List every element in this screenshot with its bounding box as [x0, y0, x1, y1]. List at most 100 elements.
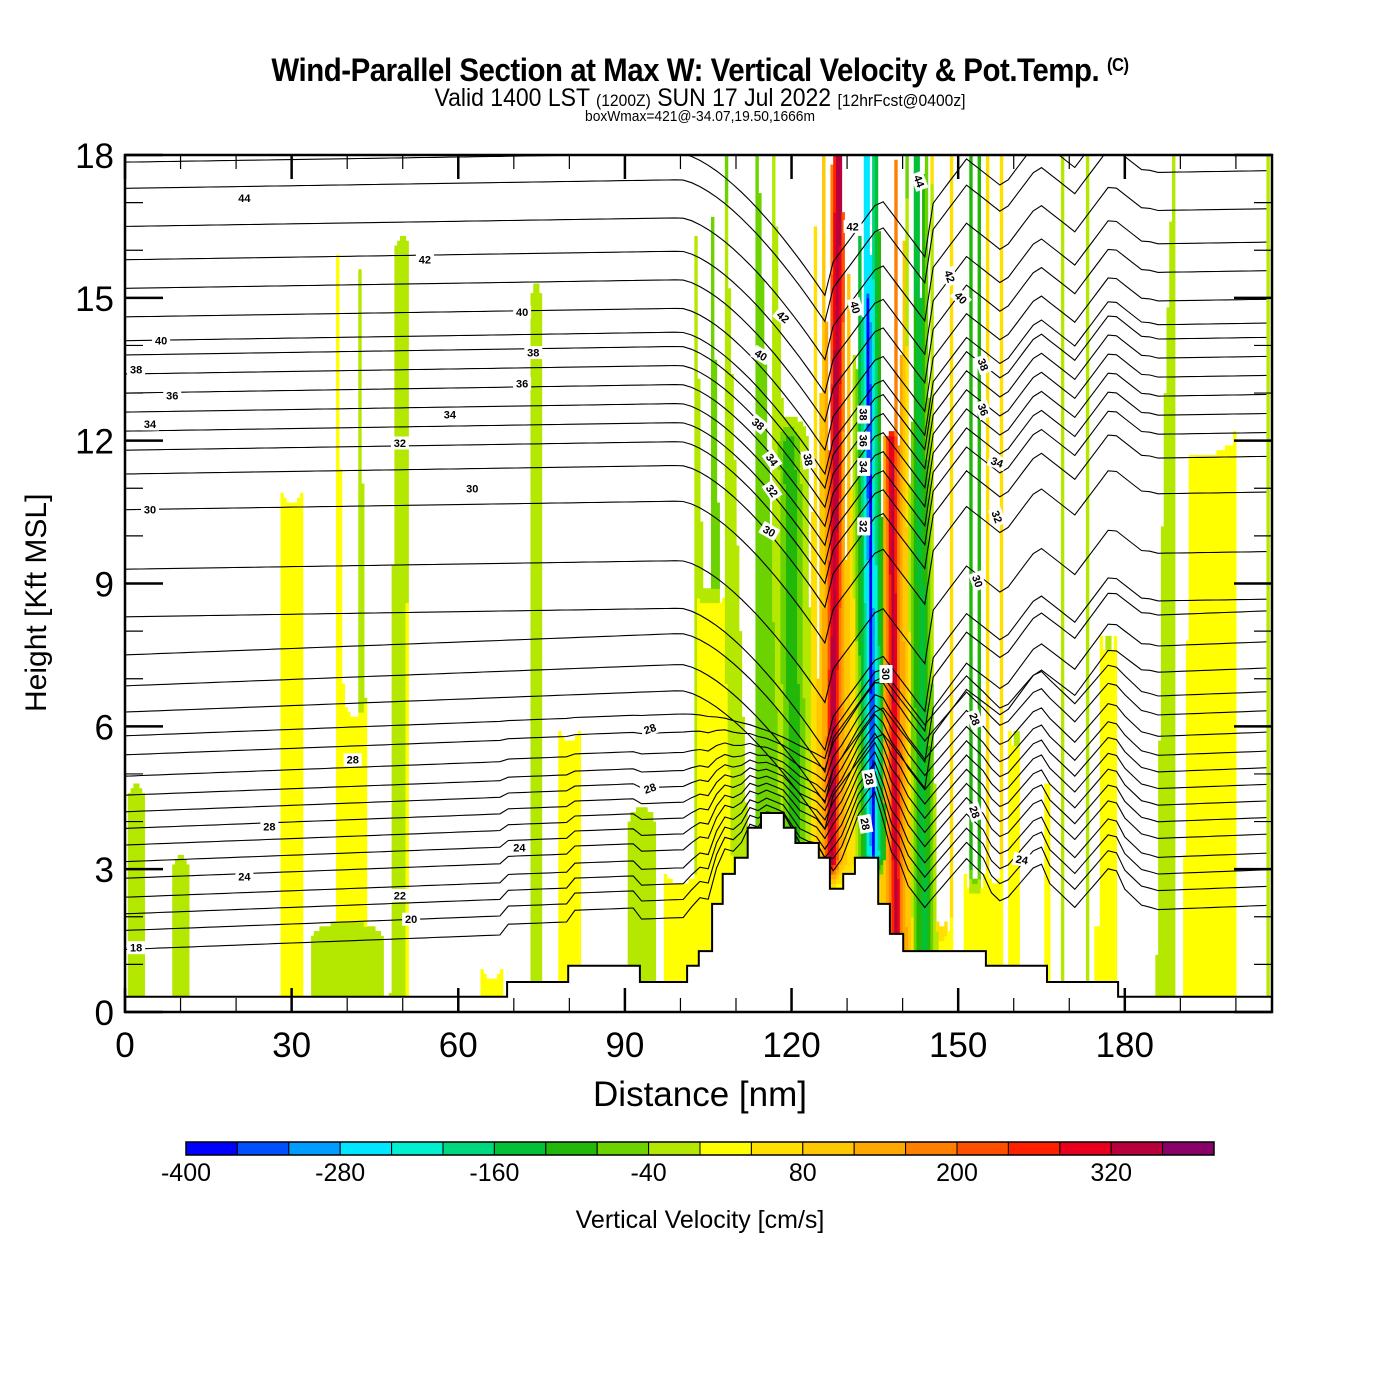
- contour-label-text: 34: [857, 461, 869, 474]
- velocity-cell: [533, 283, 537, 999]
- velocity-cell: [799, 483, 804, 880]
- velocity-cell: [127, 792, 132, 1004]
- velocity-cell: [280, 493, 284, 1012]
- velocity-cell: [883, 802, 887, 861]
- contour-label-text: 32: [988, 509, 1003, 525]
- y-tick-label: 15: [75, 280, 114, 319]
- forecast-info: [12hrFcst@0400z]: [837, 91, 966, 110]
- velocity-cell: [324, 926, 329, 1008]
- contour-label-bg: [510, 841, 529, 855]
- contour-label: 36: [513, 377, 532, 391]
- velocity-cell: [910, 916, 915, 970]
- velocity-cell: [694, 235, 698, 875]
- contour-label-bg: [1012, 851, 1032, 868]
- velocity-cell: [652, 821, 657, 985]
- velocity-cell: [183, 859, 187, 1008]
- velocity-cell: [830, 635, 834, 865]
- velocity-cell: [891, 859, 895, 942]
- velocity-cell: [944, 921, 948, 937]
- velocity-cell: [913, 155, 918, 299]
- velocity-cell: [919, 297, 923, 870]
- velocity-cell: [797, 683, 801, 875]
- velocity-cell: [835, 531, 840, 670]
- velocity-cell: [138, 788, 143, 1008]
- velocity-cell: [394, 245, 398, 1012]
- velocity-cell: [866, 155, 870, 294]
- contour-label: 32: [857, 517, 871, 536]
- contour-label-bg: [857, 517, 871, 536]
- velocity-cell: [891, 435, 895, 466]
- velocity-cell: [833, 155, 837, 213]
- contour-label: 38: [800, 449, 817, 470]
- velocity-cell: [722, 597, 726, 1012]
- theta-contour-line: [125, 732, 1267, 846]
- velocity-cell: [869, 783, 873, 846]
- velocity-cell: [866, 293, 870, 299]
- contour-label-bg: [127, 362, 146, 376]
- contour-label-bg: [749, 344, 773, 366]
- contour-label-text: 28: [966, 805, 981, 821]
- copyright-mark: (C): [1106, 55, 1129, 75]
- velocity-cell: [352, 921, 357, 1012]
- velocity-cell: [1219, 450, 1223, 1012]
- velocity-cell: [902, 640, 907, 961]
- velocity-cell: [1160, 526, 1165, 1008]
- contour-label: 36: [857, 431, 871, 450]
- velocity-cell: [333, 921, 337, 1012]
- contour-label-bg: [949, 286, 972, 309]
- velocity-cell: [494, 978, 498, 1012]
- velocity-cell: [338, 921, 343, 1012]
- velocity-cell: [788, 416, 793, 427]
- contour-label: 44: [910, 170, 929, 192]
- contour-label-bg: [415, 253, 434, 267]
- velocity-cell: [672, 883, 676, 1012]
- contour-label-text: 18: [130, 943, 142, 955]
- colorbar-tick-label: 200: [936, 1159, 978, 1187]
- velocity-cell: [763, 364, 768, 880]
- velocity-cell: [347, 921, 351, 1012]
- velocity-cell: [977, 869, 981, 880]
- velocity-cell: [833, 873, 837, 880]
- x-tick-label: 60: [439, 1026, 478, 1065]
- velocity-cell: [883, 435, 887, 804]
- velocity-cell: [1013, 731, 1018, 746]
- velocity-cell: [783, 440, 787, 485]
- velocity-cell: [491, 978, 495, 1012]
- velocity-cell: [1191, 454, 1195, 1012]
- velocity-cell: [905, 155, 909, 199]
- velocity-cell: [969, 155, 973, 870]
- contour-label: 42: [940, 265, 959, 288]
- velocity-cell: [1197, 454, 1201, 1012]
- x-tick-label: 150: [929, 1026, 987, 1065]
- velocity-cell: [969, 869, 973, 880]
- velocity-cell: [827, 559, 832, 670]
- contour-label: 32: [761, 479, 783, 502]
- velocity-cell: [858, 654, 862, 861]
- theta-contour-line: [125, 664, 1267, 760]
- velocity-cell: [874, 359, 879, 566]
- velocity-cell: [894, 488, 898, 594]
- contour-label-bg: [402, 912, 421, 926]
- contour-label-bg: [857, 457, 871, 476]
- velocity-cell: [733, 459, 737, 875]
- velocity-cell: [760, 278, 765, 880]
- colorbar-bin: [236, 1141, 290, 1156]
- velocity-cell: [860, 726, 865, 861]
- velocity-cell: [791, 426, 795, 437]
- velocity-cell: [880, 859, 884, 865]
- velocity-cell: [680, 883, 684, 1012]
- velocity-cell: [866, 297, 870, 408]
- velocity-cell: [569, 740, 573, 1012]
- contour-label: 38: [974, 353, 993, 376]
- contour-label-bg: [141, 417, 159, 431]
- x-tick-label: 0: [115, 1026, 134, 1065]
- theta-contour-line: [125, 713, 1267, 813]
- theta-contour-line: [125, 577, 1267, 752]
- contour-label-bg: [861, 768, 878, 789]
- velocity-cell: [835, 669, 840, 785]
- contour-label-text: 38: [527, 348, 539, 360]
- velocity-cell: [835, 873, 840, 880]
- velocity-cell: [835, 783, 840, 861]
- velocity-cell: [388, 992, 393, 999]
- velocity-cell: [994, 883, 998, 1012]
